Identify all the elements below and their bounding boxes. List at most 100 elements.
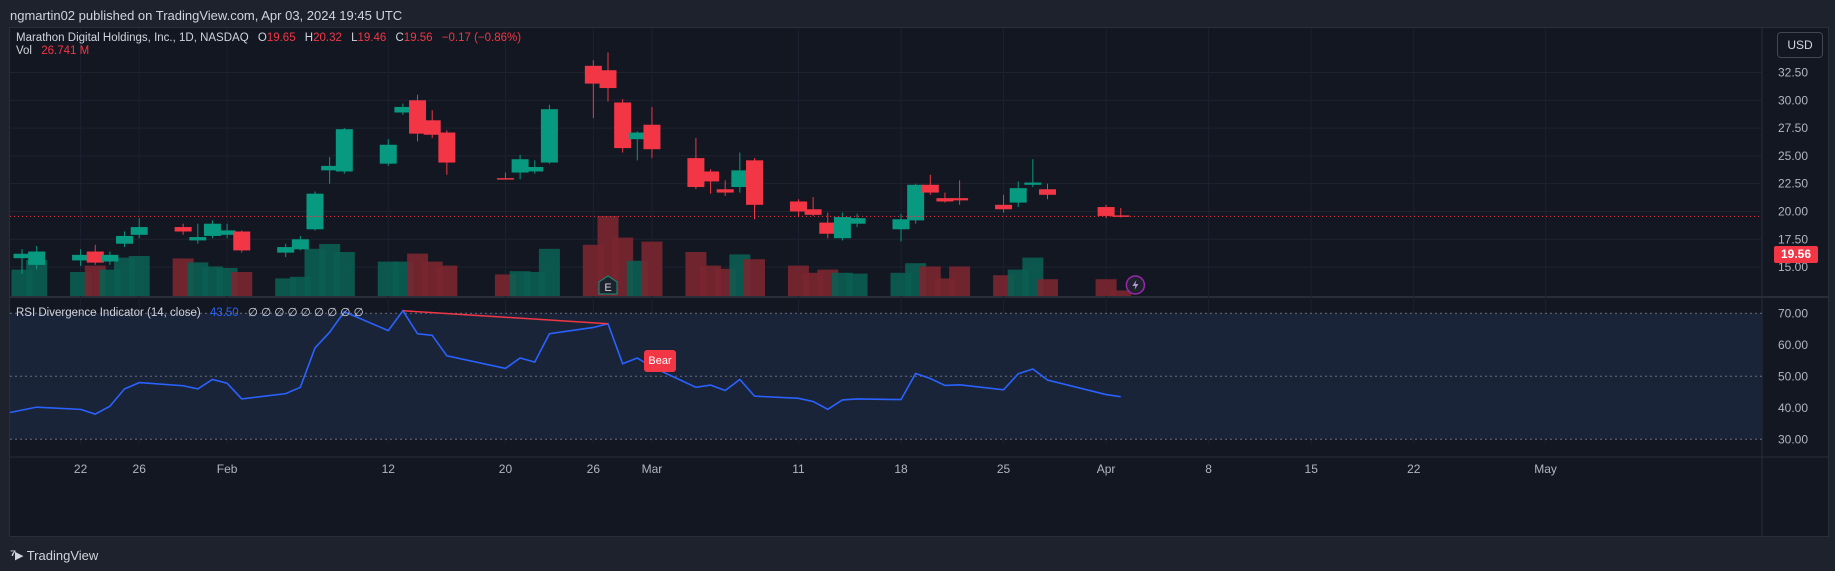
time-axis-label: 12 [382,462,396,476]
volume-bar [26,260,48,296]
candle-body [746,160,763,205]
price-axis-label: 32.50 [1778,65,1808,79]
candle-body [496,178,514,180]
price-axis-label: 15.00 [1778,260,1808,274]
candle-body [291,239,309,250]
rsi-axis-label: 40.00 [1778,401,1808,415]
ohlc-legend: Marathon Digital Holdings, Inc., 1D, NAS… [16,32,521,44]
volume-bar [538,248,560,296]
candle-body [379,144,397,164]
candle-body [218,230,236,235]
candle-body [951,198,969,201]
candle-body [1009,188,1027,203]
bear-divergence-label: Bear [644,350,676,372]
currency-button[interactable]: USD [1777,32,1823,58]
candle-body [13,253,31,259]
close-value: 19.56 [403,32,433,44]
candle-body [394,106,412,113]
rsi-line [10,309,1121,415]
rsi-axis-label: 30.00 [1778,432,1808,446]
candle-body [907,184,925,221]
volume-bar [1037,279,1058,296]
volume-bar [949,266,971,296]
candle-body [1039,189,1056,195]
candle-body [423,120,441,135]
time-axis-label: 20 [499,462,513,476]
price-axis-label: 22.50 [1778,177,1808,191]
candle-body [995,204,1013,210]
candle-body [306,193,324,230]
time-axis-label: 25 [997,462,1011,476]
price-axis-label: 25.00 [1778,149,1808,163]
volume-bar [231,272,253,296]
candle-body [1024,182,1042,185]
price-axis-label: 27.50 [1778,121,1808,135]
candle-body [321,165,339,171]
candle-body [643,124,661,150]
candle-body [804,209,822,215]
open-label: O [257,32,267,44]
candle-body [335,129,353,172]
candle-body [526,167,544,172]
tradingview-logo-icon: ⁷▸ [10,547,23,564]
candle-body [511,159,529,173]
time-axis-label: 26 [587,462,601,476]
candle-body [409,100,427,134]
candle-body [584,65,602,84]
candle-body [116,235,134,244]
candle-body [789,201,807,212]
candle-body [438,132,456,163]
volume-bar [1110,290,1132,296]
volume-bar [641,241,663,296]
candle-body [599,70,617,89]
low-label: L [351,32,358,44]
price-axis-label: 20.00 [1778,204,1808,218]
high-value: 20.32 [313,32,342,44]
candle-body [848,218,866,224]
candle-body [628,132,646,140]
time-axis-label: Apr [1097,462,1116,476]
time-axis-label: May [1534,462,1557,476]
volume-bar [846,273,868,296]
chart-svg[interactable]: E 15.00 17.50 20.00 22.50 25.00 27.50 30.00 32.… [10,28,1828,536]
publisher-header: ngmartin02 published on TradingView.com,… [10,8,403,23]
close-label: C [395,32,404,44]
candle-body [540,109,558,163]
earnings-marker-label: E [604,282,611,294]
candle-body [130,227,148,235]
volume-bar [128,256,150,296]
chart-frame[interactable]: E 15.00 17.50 20.00 22.50 25.00 27.50 30.00 32.… [9,27,1829,537]
candle-body [687,158,705,188]
rsi-extra-values: ∅ ∅ ∅ ∅ ∅ ∅ ∅ ∅ ∅ [247,307,364,319]
candle-body [72,254,90,261]
candle-body [833,217,851,239]
candle-body [1097,207,1115,216]
earnings-marker-icon [598,275,618,295]
candle-body [28,251,46,265]
time-axis-label: Feb [217,462,238,476]
time-axis-label: 22 [74,462,88,476]
time-axis-label: 18 [894,462,908,476]
candle-body [189,237,207,241]
volume-label: Vol [16,45,32,57]
rsi-axis-label: 70.00 [1778,306,1808,320]
time-axis-label: 8 [1205,462,1212,476]
candle-body [86,251,104,263]
rsi-value: 43.50 [209,307,239,319]
candle-body [614,102,632,149]
candle-body [702,171,720,182]
time-axis-label: Mar [642,462,663,476]
low-value: 19.46 [357,32,387,44]
volume-legend: Vol 26.741 M [16,45,89,57]
rsi-axis-label: 50.00 [1778,369,1808,383]
change-value: −0.17 (−0.86%) [441,32,522,44]
candle-body [277,247,295,253]
brand-name: TradingView [26,547,99,563]
candle-body [731,170,749,188]
candle-body [716,189,734,193]
volume-value: 26.741 M [41,45,90,57]
high-label: H [304,32,314,44]
volume-bar [744,259,765,296]
price-axis-label: 17.50 [1778,232,1808,246]
footer-brand[interactable]: ⁷▸ TradingView [10,546,98,564]
